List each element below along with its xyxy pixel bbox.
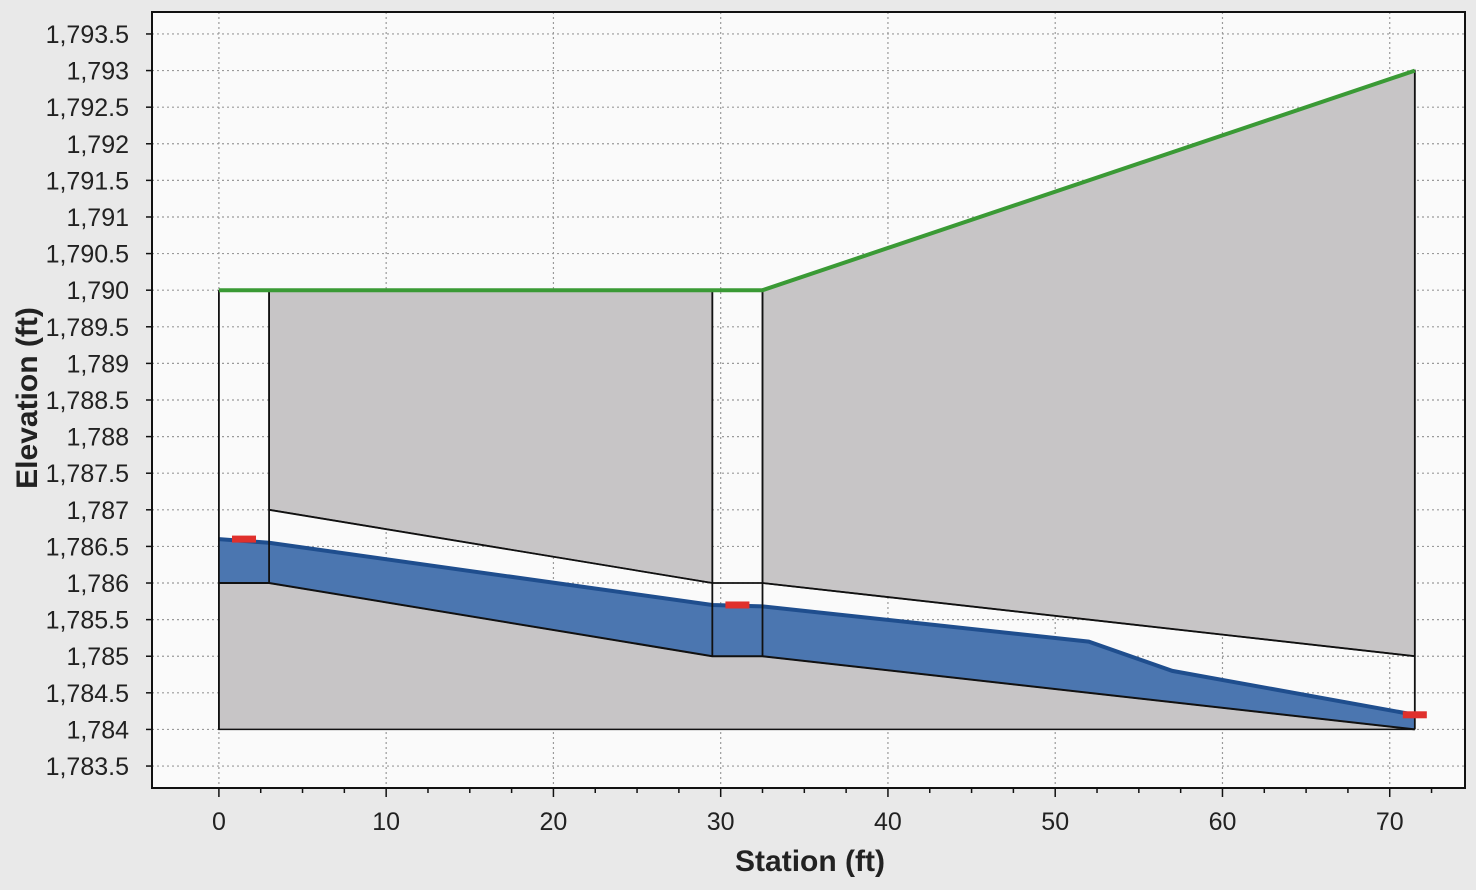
- y-tick-label: 1,784.5: [46, 680, 129, 708]
- x-axis-title: Station (ft): [735, 845, 885, 878]
- station-marker: [1402, 711, 1427, 719]
- x-tick-label: 50: [1041, 808, 1069, 836]
- profile-lines: [218, 68, 1416, 731]
- x-tick-label: 30: [707, 808, 735, 836]
- y-tick-label: 1,784: [66, 716, 129, 744]
- y-tick-label: 1,787: [66, 497, 129, 525]
- x-tick-label: 10: [372, 808, 400, 836]
- y-tick-label: 1,793: [66, 58, 129, 86]
- station-marker: [725, 601, 750, 609]
- y-tick-label: 1,787.5: [46, 460, 129, 488]
- y-tick-label: 1,789: [66, 350, 129, 378]
- y-tick-label: 1,791: [66, 204, 129, 232]
- y-tick-label: 1,793.5: [46, 21, 129, 49]
- markers: [231, 535, 1427, 719]
- y-tick-label: 1,792: [66, 131, 129, 159]
- x-tick-label: 40: [874, 808, 902, 836]
- water-fill: [218, 539, 1415, 730]
- top-of-embankment-line: [218, 68, 1416, 293]
- x-tick-label: 20: [540, 808, 568, 836]
- x-tick-label: 60: [1209, 808, 1237, 836]
- y-tick-label: 1,790: [66, 277, 129, 305]
- y-tick-label: 1,792.5: [46, 94, 129, 122]
- y-tick-label: 1,791.5: [46, 167, 129, 195]
- y-axis-title: Elevation (ft): [11, 307, 44, 489]
- water-area: [218, 539, 1415, 730]
- y-tick-label: 1,786: [66, 570, 129, 598]
- x-tick-label: 0: [212, 808, 226, 836]
- x-tick-label: 70: [1376, 808, 1404, 836]
- station-marker: [231, 535, 256, 543]
- y-tick-label: 1,790.5: [46, 241, 129, 269]
- y-tick-label: 1,783.5: [46, 753, 129, 781]
- crown-line: [268, 508, 1415, 658]
- y-tick-label: 1,788.5: [46, 387, 129, 415]
- y-tick-label: 1,785.5: [46, 607, 129, 635]
- y-tick-label: 1,785: [66, 643, 129, 671]
- y-tick-label: 1,786.5: [46, 533, 129, 561]
- y-axis-ticks: 1,783.5 1,784 1,784.5 1,785 1,785.5 1,786 1,78…: [46, 21, 152, 781]
- y-tick-label: 1,789.5: [46, 314, 129, 342]
- x-axis-ticks: 0 10 20 30 40 50 60 70: [212, 788, 1433, 836]
- y-tick-label: 1,788: [66, 424, 129, 452]
